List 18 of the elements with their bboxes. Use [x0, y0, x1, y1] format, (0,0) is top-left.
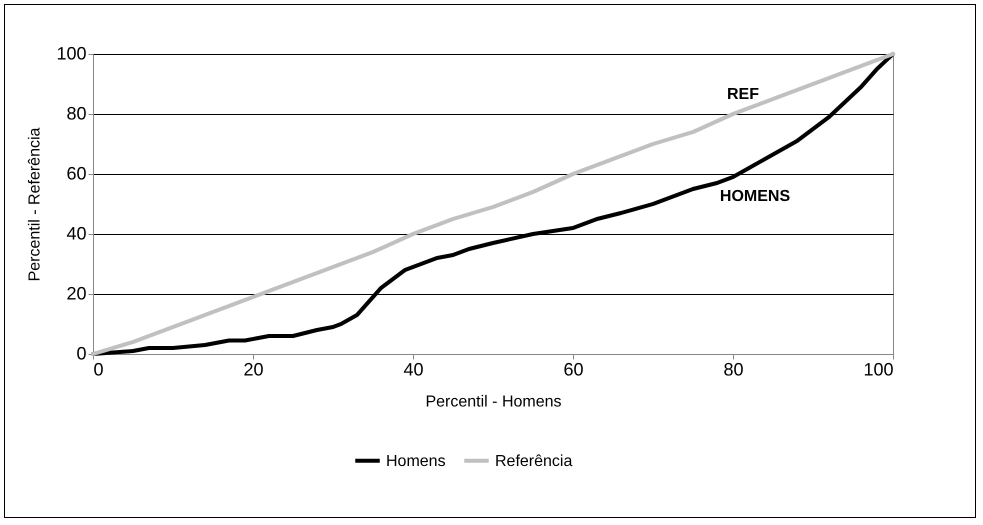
- x-tick-label: 100: [863, 360, 894, 380]
- x-tick-label: 60: [563, 360, 584, 380]
- x-tick-label: 80: [723, 360, 744, 380]
- y-tick-label: 20: [66, 284, 86, 304]
- legend-label: Homens: [386, 452, 446, 470]
- x-tick-label: 0: [94, 360, 104, 380]
- y-tick-label: 40: [66, 224, 86, 244]
- y-tick-label: 100: [56, 44, 86, 64]
- x-tick-label: 40: [403, 360, 424, 380]
- annotation: REF: [727, 86, 760, 103]
- y-tick-label: 0: [76, 344, 86, 364]
- x-tick-label: 20: [243, 360, 264, 380]
- y-tick-label: 80: [66, 104, 86, 124]
- y-axis-title: Percentil - Referência: [26, 127, 44, 282]
- y-tick-label: 60: [66, 164, 86, 184]
- annotation: HOMENS: [720, 188, 790, 205]
- x-axis-title: Percentil - Homens: [425, 394, 562, 410]
- legend-label: Referência: [495, 452, 572, 470]
